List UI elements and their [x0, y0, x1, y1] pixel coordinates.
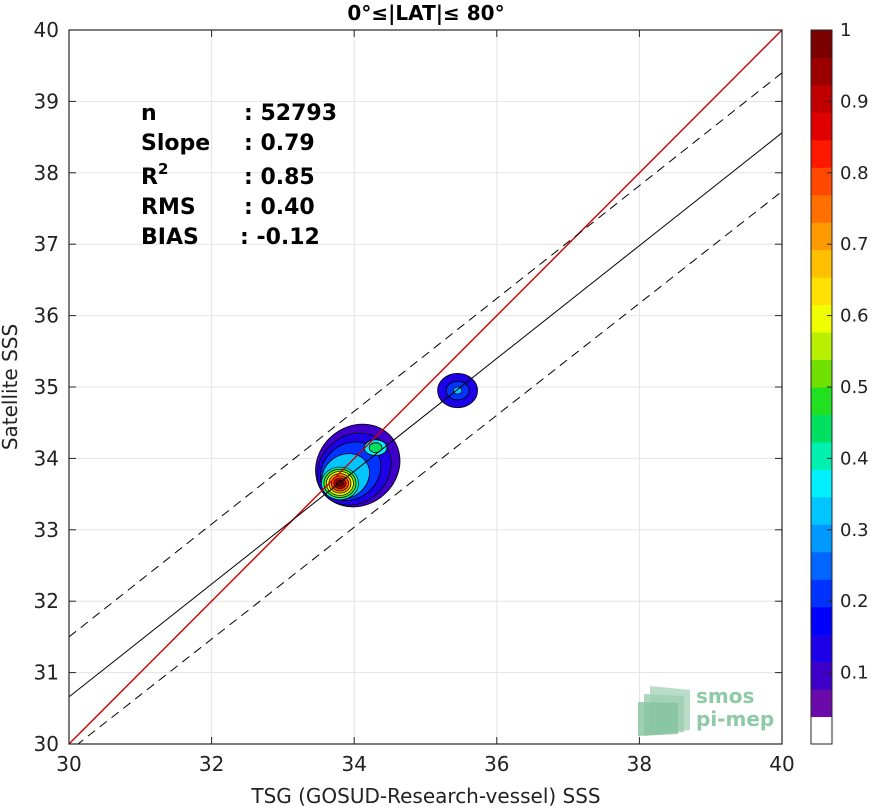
- y-tick-label: 38: [34, 161, 59, 185]
- density-peak-main: [336, 479, 344, 487]
- colorbar-segment: [811, 304, 832, 333]
- line-regression: [69, 132, 782, 698]
- colorbar-segment: [811, 579, 832, 608]
- colorbar-segment: [811, 222, 832, 251]
- colorbar-segment: [811, 551, 832, 580]
- colorbar-tick-label: 0.3: [840, 520, 869, 541]
- y-tick-label: 32: [34, 589, 59, 613]
- stat-value: : 0.79: [244, 131, 315, 156]
- colorbar-segment: [811, 716, 832, 745]
- colorbar-segment: [811, 661, 832, 690]
- x-axis-label: TSG (GOSUD-Research-vessel) SSS: [250, 784, 600, 808]
- colorbar-tick-label: 0.8: [840, 163, 869, 184]
- y-axis-label: Satellite SSS: [0, 324, 22, 450]
- colorbar-tick-label: 0.2: [840, 591, 869, 612]
- colorbar-segment: [811, 277, 832, 306]
- colorbar-segment: [811, 496, 832, 525]
- colorbar-segment: [811, 332, 832, 361]
- colorbar-segment: [811, 167, 832, 196]
- reference-lines: [69, 30, 782, 744]
- colorbar-tick-label: 0.9: [840, 91, 869, 112]
- x-tick-label: 40: [769, 752, 794, 776]
- y-tick-label: 40: [34, 18, 59, 42]
- colorbar-segment: [811, 524, 832, 553]
- y-tick-label: 36: [34, 304, 59, 328]
- line-lower_band: [77, 190, 782, 744]
- line-upper_band: [69, 72, 782, 638]
- colorbar-segment: [811, 194, 832, 223]
- colorbar: 0.1 0.2 0.3 0.4 0.5 0.6 0.7 0.8 0.9 1: [810, 20, 869, 745]
- colorbar-tick-label: 0.5: [840, 377, 869, 398]
- colorbar-tick-label: 1: [840, 20, 851, 41]
- x-tick-label: 34: [341, 752, 366, 776]
- colorbar-segment: [811, 689, 832, 718]
- colorbar-segment: [811, 387, 832, 415]
- stats-box: n : 52793 Slope : 0.79 R2 : 0.85 RMS : 0.40 BIAS…: [141, 101, 337, 250]
- density-contours: [315, 373, 478, 508]
- colorbar-tick-label: 0.6: [840, 306, 869, 327]
- y-tick-label: 35: [34, 375, 59, 399]
- x-axis: 30 32 34 36 38 40: [56, 30, 795, 776]
- x-tick-label: 36: [484, 752, 509, 776]
- chart-title: 0°≤|LAT|≤ 80°: [347, 1, 504, 25]
- logo-text-smos: smos: [696, 684, 754, 708]
- logo-mark-icon: [638, 686, 690, 736]
- colorbar-tick-label: 0.7: [840, 234, 869, 255]
- colorbar-segment: [811, 634, 832, 663]
- colorbar-tick-label: 0.4: [840, 448, 869, 469]
- colorbar-segment: [811, 414, 832, 443]
- colorbar-segment: [811, 30, 832, 58]
- density-peak-secondary: [368, 442, 383, 454]
- colorbar-segment: [811, 469, 832, 498]
- x-tick-label: 30: [56, 752, 81, 776]
- density-peak-isolated: [452, 386, 463, 395]
- y-axis: 30 31 32 33 34 35 36 37 38 39 40: [34, 18, 782, 756]
- colorbar-segment: [811, 84, 832, 113]
- y-tick-label: 34: [34, 446, 59, 470]
- stat-label: n: [141, 101, 157, 126]
- y-tick-label: 37: [34, 232, 59, 256]
- stat-label: R2: [141, 160, 168, 190]
- y-tick-label: 31: [34, 661, 59, 685]
- colorbar-segment: [811, 112, 832, 141]
- y-tick-label: 33: [34, 518, 59, 542]
- line-identity: [69, 30, 782, 744]
- stat-value: : -0.12: [240, 225, 320, 250]
- stat-value: : 0.40: [244, 195, 315, 220]
- colorbar-segment: [811, 359, 832, 388]
- y-tick-label: 39: [34, 89, 59, 113]
- colorbar-segment: [811, 57, 832, 86]
- colorbar-segment: [811, 249, 832, 278]
- colorbar-segment: [811, 606, 832, 635]
- stat-value: : 52793: [244, 101, 337, 126]
- stat-label: BIAS: [141, 225, 199, 250]
- stat-label: Slope: [141, 131, 210, 156]
- logo-text-pi-mep: pi-mep: [696, 707, 774, 731]
- stat-label: RMS: [141, 195, 196, 220]
- stat-value: : 0.85: [244, 165, 315, 190]
- colorbar-tick-label: 0.1: [840, 663, 869, 684]
- y-tick-label: 30: [34, 732, 59, 756]
- colorbar-segment: [811, 441, 832, 470]
- x-tick-label: 32: [199, 752, 224, 776]
- x-tick-label: 38: [627, 752, 652, 776]
- colorbar-segment: [811, 139, 832, 168]
- smos-pi-mep-logo: smos pi-mep: [638, 684, 774, 736]
